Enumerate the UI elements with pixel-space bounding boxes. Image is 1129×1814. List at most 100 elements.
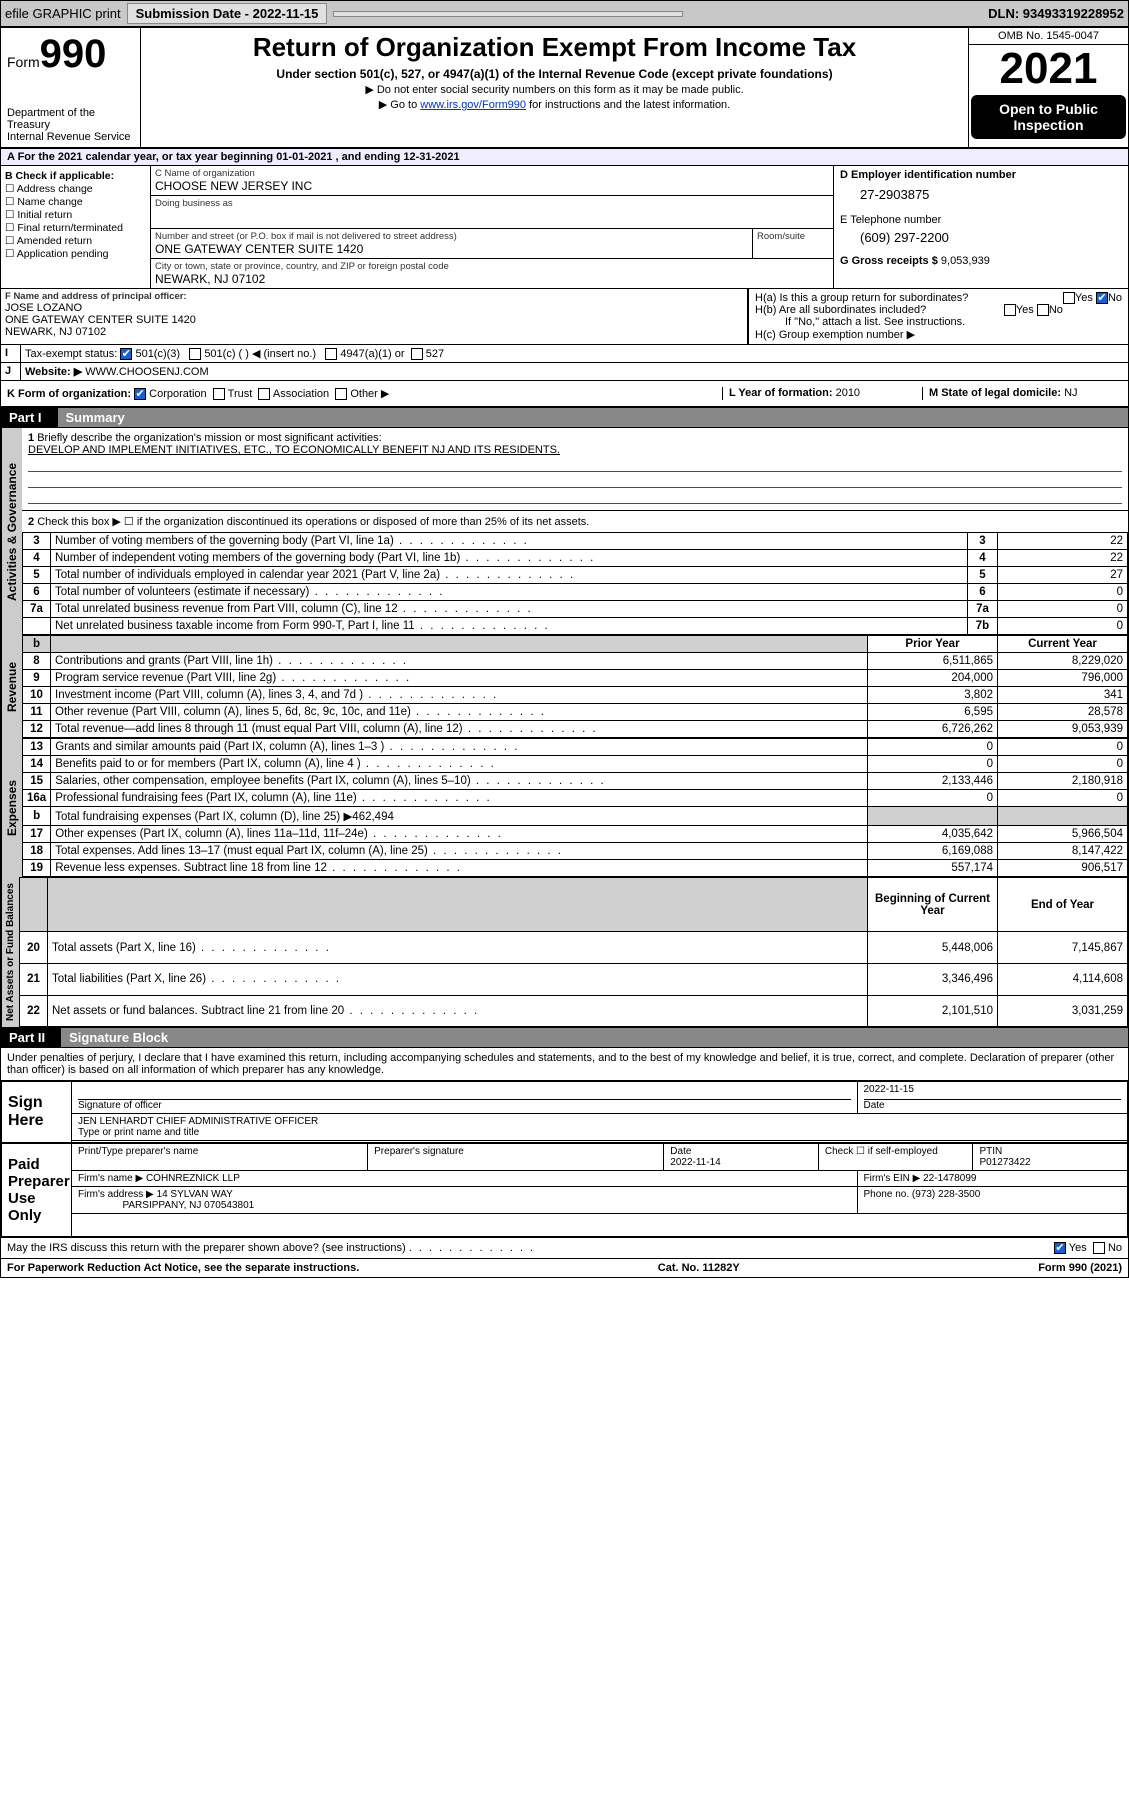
chk-address[interactable]: ☐ Address change: [5, 183, 146, 195]
ha-label: H(a) Is this a group return for subordin…: [755, 292, 968, 304]
mission-line: [28, 458, 1122, 472]
row-curr: [998, 807, 1128, 826]
q1-label: Briefly describe the organization's miss…: [37, 432, 381, 444]
row-num: b: [23, 807, 51, 826]
row-curr: 5,966,504: [998, 826, 1128, 843]
ha-row: H(a) Is this a group return for subordin…: [755, 292, 1122, 304]
discuss-no[interactable]: [1093, 1242, 1105, 1254]
row-prior: 6,726,262: [868, 721, 998, 738]
chk-other[interactable]: [335, 388, 347, 400]
row-num: 10: [23, 687, 51, 704]
firm-phone-lbl: Phone no.: [864, 1189, 910, 1200]
year-val: 2010: [836, 387, 860, 399]
row-curr: 8,229,020: [998, 653, 1128, 670]
paid-preparer-block: Paid Preparer Use Only Print/Type prepar…: [1, 1143, 1128, 1237]
row-desc: Professional fundraising fees (Part IX, …: [51, 790, 868, 807]
row-prior: 3,346,496: [868, 963, 998, 995]
website-val: WWW.CHOOSENJ.COM: [85, 366, 208, 378]
row-val: 27: [998, 567, 1128, 584]
net-table: Beginning of Current Year End of Year20 …: [19, 877, 1128, 1027]
firm-addr-lbl: Firm's address ▶: [78, 1189, 154, 1200]
row-desc: Total revenue—add lines 8 through 11 (mu…: [51, 721, 868, 738]
box-b-title: B Check if applicable:: [5, 170, 146, 182]
hc-row: H(c) Group exemption number ▶: [755, 328, 1122, 341]
row-curr: 4,114,608: [998, 963, 1128, 995]
box-l: L Year of formation: 2010: [722, 387, 922, 400]
row-prior: 6,169,088: [868, 843, 998, 860]
exp-section: Expenses 13 Grants and similar amounts p…: [1, 738, 1128, 877]
irs-link[interactable]: www.irs.gov/Form990: [420, 99, 526, 111]
discuss-row: May the IRS discuss this return with the…: [1, 1237, 1128, 1258]
row-desc: Net assets or fund balances. Subtract li…: [48, 995, 868, 1027]
row-curr: 8,147,422: [998, 843, 1128, 860]
row-curr: 906,517: [998, 860, 1128, 877]
chk-initial[interactable]: ☐ Initial return: [5, 209, 146, 221]
footer-mid: Cat. No. 11282Y: [658, 1262, 740, 1274]
part2-label: Part II: [9, 1030, 45, 1045]
firm-ein-lbl: Firm's EIN ▶: [864, 1173, 921, 1184]
row-num: 13: [23, 739, 51, 756]
header: Form990 Department of the Treasury Inter…: [1, 28, 1128, 149]
prep-date-lbl: Date: [670, 1146, 691, 1157]
hb-row: H(b) Are all subordinates included? Yes …: [755, 304, 1122, 316]
form-page: Form990 Department of the Treasury Inter…: [0, 27, 1129, 1278]
sig-date-lbl: Date: [864, 1100, 885, 1111]
chk-assoc[interactable]: [258, 388, 270, 400]
chk-527[interactable]: [411, 348, 423, 360]
chk-trust[interactable]: [213, 388, 225, 400]
ha-yes[interactable]: [1063, 292, 1075, 304]
chk-501c[interactable]: [189, 348, 201, 360]
row-val: 0: [998, 618, 1128, 635]
officer-name: JOSE LOZANO: [5, 302, 743, 314]
note2-post: for instructions and the latest informat…: [526, 99, 730, 111]
row-curr: 9,053,939: [998, 721, 1128, 738]
omb-label: OMB No. 1545-0047: [969, 28, 1128, 45]
part1-title: Summary: [58, 408, 1128, 427]
row-prior: 6,511,865: [868, 653, 998, 670]
footer-right: Form 990 (2021): [1038, 1262, 1122, 1274]
row-prior: 0: [868, 790, 998, 807]
row-num: 18: [23, 843, 51, 860]
firm-name-lbl: Firm's name ▶: [78, 1173, 143, 1184]
chk-4947[interactable]: [325, 348, 337, 360]
net-section: Net Assets or Fund Balances Beginning of…: [1, 877, 1128, 1027]
chk-final[interactable]: ☐ Final return/terminated: [5, 222, 146, 234]
row-desc: Total expenses. Add lines 13–17 (must eq…: [51, 843, 868, 860]
sig-date: 2022-11-15: [864, 1084, 1122, 1100]
row-prior: 0: [868, 739, 998, 756]
hb-no[interactable]: [1037, 304, 1049, 316]
ptin-val: P01273422: [979, 1157, 1030, 1168]
phone: (609) 297-2200: [860, 230, 1122, 245]
chk-corp[interactable]: [134, 388, 146, 400]
chk-501c3[interactable]: [120, 348, 132, 360]
sign-here-label: Sign Here: [2, 1082, 72, 1142]
chk-name[interactable]: ☐ Name change: [5, 196, 146, 208]
lbl-phone: E Telephone number: [840, 214, 1122, 226]
row-val: 0: [998, 601, 1128, 618]
discuss-yes[interactable]: [1054, 1242, 1066, 1254]
ha-no[interactable]: [1096, 292, 1108, 304]
dln-label: DLN: 93493319228952: [988, 6, 1124, 21]
header-right: OMB No. 1545-0047 2021 Open to Public In…: [968, 28, 1128, 147]
firm-addr: 14 SYLVAN WAY: [157, 1189, 233, 1200]
row-desc: Total assets (Part X, line 16): [48, 932, 868, 964]
row-num: 17: [23, 826, 51, 843]
chk-amended[interactable]: ☐ Amended return: [5, 235, 146, 247]
lbl-org-name: C Name of organization: [155, 168, 829, 179]
row-prior: 5,448,006: [868, 932, 998, 964]
row-val: 22: [998, 550, 1128, 567]
footer: For Paperwork Reduction Act Notice, see …: [1, 1258, 1128, 1277]
row-desc: Number of voting members of the governin…: [51, 533, 968, 550]
discuss-label: May the IRS discuss this return with the…: [7, 1242, 406, 1254]
right-col-1: D Employer identification number 27-2903…: [833, 166, 1128, 288]
submission-button[interactable]: Submission Date - 2022-11-15: [127, 3, 328, 24]
lbl-city: City or town, state or province, country…: [155, 261, 829, 272]
row-num: 21: [20, 963, 48, 995]
section-bcdeg: B Check if applicable: ☐ Address change …: [1, 166, 1128, 289]
row-num: 15: [23, 773, 51, 790]
chk-pending[interactable]: ☐ Application pending: [5, 248, 146, 260]
row-prior: 2,101,510: [868, 995, 998, 1027]
hb-yes[interactable]: [1004, 304, 1016, 316]
row-num: 14: [23, 756, 51, 773]
prep-date: 2022-11-14: [670, 1157, 720, 1168]
